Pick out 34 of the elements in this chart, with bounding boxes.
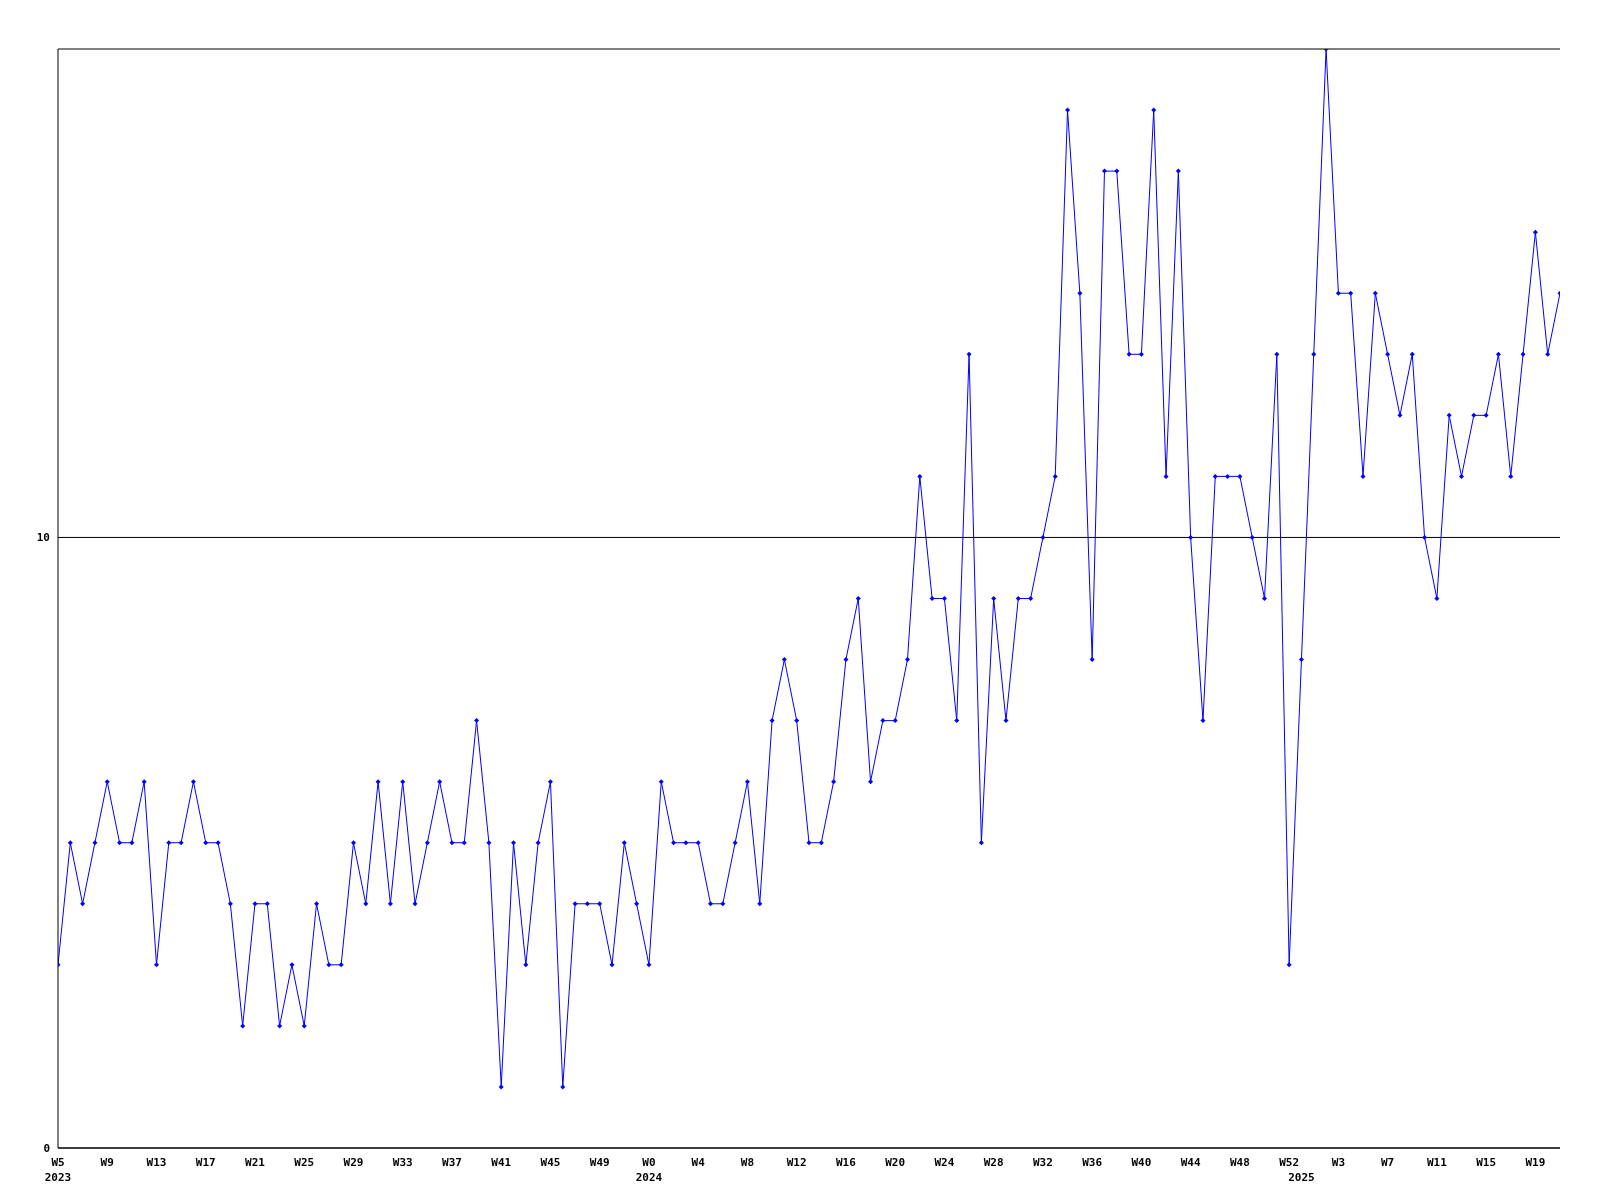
x-tick-label: W4: [691, 1156, 706, 1169]
y-tick-label: 10: [36, 531, 50, 545]
x-tick-label: W28: [983, 1156, 1004, 1169]
x-tick-label: W16: [836, 1156, 857, 1169]
y-tick-label: 0: [43, 1141, 50, 1155]
x-tick-label: W44: [1180, 1156, 1201, 1169]
x-tick-label: W32: [1032, 1156, 1053, 1169]
x-tick-label: W24: [934, 1156, 955, 1169]
x-tick-label: W52: [1279, 1156, 1300, 1169]
x-tick-label: W29: [343, 1156, 364, 1169]
x-tick-label: W48: [1229, 1156, 1250, 1169]
x-tick-label: W12: [786, 1156, 807, 1169]
x-tick-label: W33: [392, 1156, 413, 1169]
x-tick-label: W36: [1082, 1156, 1103, 1169]
x-tick-label: W7: [1381, 1156, 1395, 1169]
x-tick-label: W17: [195, 1156, 216, 1169]
x-tick-label: W13: [146, 1156, 167, 1169]
x-tick-label: W25: [294, 1156, 315, 1169]
x-tick-label: W3: [1331, 1156, 1346, 1169]
x-tick-label: W5 2023: [44, 1156, 72, 1184]
x-tick-label: W40: [1131, 1156, 1152, 1169]
x-tick-label: W8: [740, 1156, 755, 1169]
x-tick-label: W37: [442, 1156, 462, 1169]
x-tick-label: W41: [491, 1156, 512, 1169]
x-tick-label: W21: [245, 1156, 266, 1169]
x-tick-label: W19: [1525, 1156, 1546, 1169]
x-tick-label: W49: [589, 1156, 610, 1169]
x-tick-label: W20: [885, 1156, 906, 1169]
x-tick-label: W9: [100, 1156, 114, 1169]
x-tick-label: W11: [1426, 1156, 1448, 1169]
x-tick-label: W0 2024: [635, 1156, 663, 1184]
x-tick-label: W45: [540, 1156, 561, 1169]
x-tick-label: W15: [1476, 1156, 1497, 1169]
x-tick-label: 2025: [1288, 1171, 1315, 1184]
